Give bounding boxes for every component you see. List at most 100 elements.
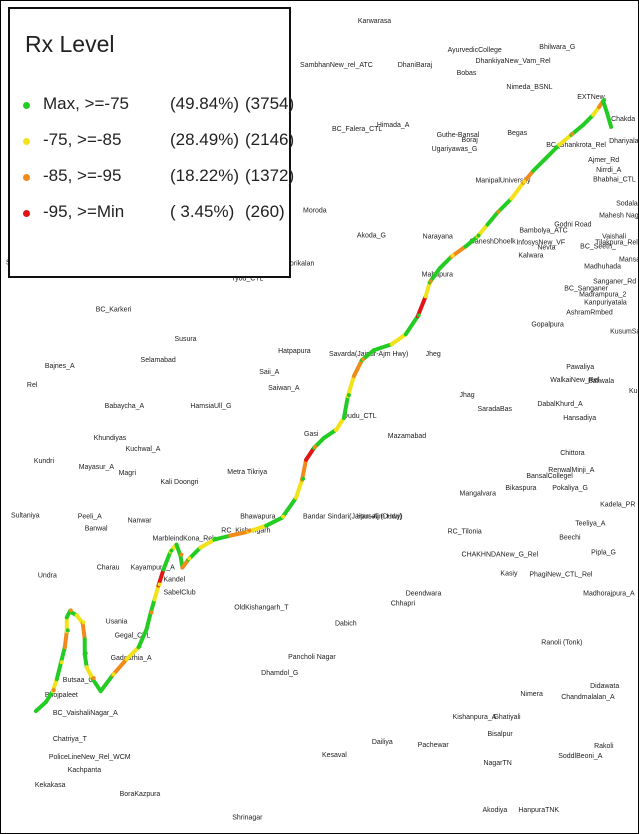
place-label: Bandar Sindari(Jaipur-Ajm Hwy) <box>303 514 403 521</box>
route-segment <box>228 529 251 538</box>
place-label: Gasi <box>304 431 319 438</box>
route-sample-point <box>83 651 88 656</box>
place-label: Narayana <box>423 234 453 241</box>
route-sample-point <box>59 660 64 665</box>
route-sample-point <box>157 582 162 587</box>
place-label: BC_VaishaliNagar_A <box>53 710 118 717</box>
place-label: Ghatiyali <box>493 714 521 721</box>
route-sample-point <box>428 279 433 284</box>
place-label: BC_Bhankrota_Rel <box>546 142 606 149</box>
place-label: Pancholi Nagar <box>288 654 336 661</box>
place-label: Chandmalalan_A <box>561 694 615 701</box>
place-label: Usania <box>106 618 128 625</box>
place-label: Nevta <box>537 245 555 252</box>
route-sample-point <box>476 233 481 238</box>
place-label: Magri <box>119 470 137 477</box>
place-label: Kishanpura_A <box>453 714 497 721</box>
legend-range: Max, >=-75 <box>43 94 129 113</box>
route-sample-point <box>390 341 395 346</box>
route-sample-point <box>281 514 286 519</box>
route-sample-point <box>496 209 501 214</box>
place-label: Didawata <box>590 683 619 690</box>
place-label: Guthe-Bansal <box>437 132 480 139</box>
place-label: Akodiya <box>482 807 507 814</box>
legend-percent: (28.49%) <box>170 130 239 149</box>
place-label: Chatriya_T <box>53 736 88 743</box>
place-label: Godni Road <box>554 222 591 229</box>
place-label: Gegal_CTL <box>115 632 151 639</box>
legend-count: (3754) <box>245 94 295 113</box>
route-segment <box>531 156 548 173</box>
place-label: Bikaspura <box>505 485 536 492</box>
place-label: Butsaa_G <box>63 677 94 684</box>
route-segment <box>605 110 614 129</box>
route-sample-point <box>346 393 351 398</box>
legend-range: -85, >=-95 <box>43 166 122 185</box>
place-label: Ajmer_Rd <box>588 157 619 164</box>
place-label: Beechi <box>559 535 581 542</box>
place-label: EXTNew <box>577 94 605 101</box>
place-label: Shrinagar <box>232 815 263 822</box>
place-label: BC_Seeth_ <box>580 244 616 251</box>
route-segment <box>437 254 454 271</box>
place-label: Begas <box>507 130 527 137</box>
place-label: Vaishali <box>602 234 626 241</box>
place-label: Saii_A <box>259 369 279 376</box>
place-label: Boraj <box>462 137 479 144</box>
place-label: Mangalvara <box>460 491 497 498</box>
legend-dot <box>23 210 30 217</box>
legend-count: (260) <box>245 202 285 221</box>
place-label: DhankiyaNew_Vam_Rel <box>476 58 551 65</box>
place-label: PhagiNew_CTL_Rel <box>529 571 593 578</box>
route-sample-point <box>592 111 597 116</box>
place-label: OldKishangarh_T <box>234 604 289 611</box>
place-label: Ranoli (Tonk) <box>541 639 582 646</box>
place-label: Rakoli <box>594 743 614 750</box>
route-sample-point <box>450 253 455 258</box>
place-label: RC_Tilonia <box>448 529 482 536</box>
place-label: SambhanNew_rel_ATC <box>300 62 373 69</box>
route-sample-point <box>81 620 86 625</box>
legend-title: Rx Level <box>25 31 115 57</box>
place-label: Charau <box>97 565 120 572</box>
place-label: Nimera <box>520 691 543 698</box>
route-segment <box>509 180 526 201</box>
place-label: Pipla_G <box>591 550 616 557</box>
place-label: Dhariyala <box>609 138 639 145</box>
route-segment <box>601 98 610 115</box>
place-label: Himada_A <box>377 122 410 129</box>
place-label: AshramRmbed <box>566 309 613 316</box>
legend-range: -75, >=-85 <box>43 130 122 149</box>
place-label: Madhuhada <box>584 263 621 270</box>
route-sample-point <box>169 548 174 553</box>
place-label: Akoda_G <box>357 233 386 240</box>
place-labels: Karwarasa SambhanNew_rel_ATC DhaniBaraj Ayu… <box>6 18 639 822</box>
place-label: Dudu_CTL <box>343 413 377 420</box>
place-label: GaneshDhoelk <box>470 239 517 246</box>
place-label: Teeliya_A <box>575 521 606 528</box>
route-sample-point <box>137 644 142 649</box>
place-label: Kali Doongri <box>160 479 198 486</box>
route-segment <box>124 645 141 662</box>
place-label: Ugariyawas_G <box>432 146 478 153</box>
place-label: CHAKHNDANew_G_Rel <box>462 552 539 559</box>
place-label: MarbleindKona_Rel <box>153 536 215 543</box>
route-segment <box>557 132 574 147</box>
route-segment <box>98 673 115 694</box>
route-sample-point <box>416 313 421 318</box>
route-sample-point <box>602 98 607 102</box>
legend-panel: Rx Level Max, >=-75 (49.84%) (3754) -75,… <box>8 7 295 278</box>
place-label: Kesaval <box>322 752 347 759</box>
route-segment <box>198 537 217 550</box>
place-label: ManipalUniversity <box>476 178 532 185</box>
place-label: Gopalpura <box>531 321 564 328</box>
place-label: Moroda <box>303 208 327 215</box>
place-label: AyurvedicCollege <box>448 47 502 54</box>
route-sample-point <box>111 672 116 677</box>
route-sample-point <box>334 426 339 431</box>
place-label: SaradaBas <box>478 406 513 413</box>
legend-count: (2146) <box>245 130 295 149</box>
place-label: Kasiy <box>500 571 518 578</box>
place-label: Bobas <box>457 70 477 77</box>
